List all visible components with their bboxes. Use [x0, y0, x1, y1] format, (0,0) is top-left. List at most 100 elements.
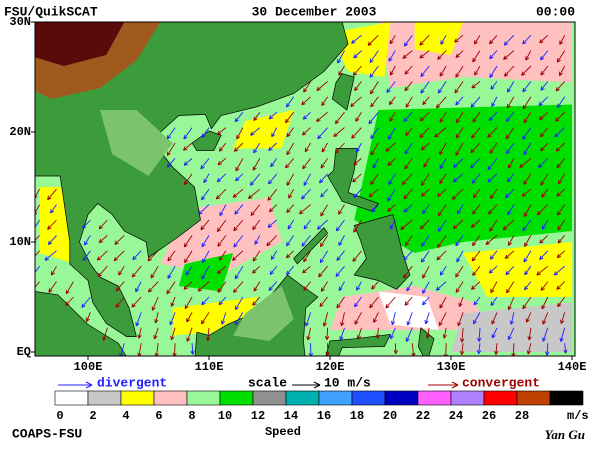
colorbar-label: 12 — [251, 409, 265, 423]
wind-arrow — [422, 204, 430, 215]
wind-arrow — [506, 142, 515, 154]
wind-arrow — [182, 142, 193, 151]
wind-arrow — [385, 296, 396, 309]
wind-arrow — [216, 219, 227, 233]
wind-arrow — [166, 142, 176, 156]
wind-arrow — [403, 204, 413, 213]
wind-arrow — [406, 312, 413, 326]
wind-arrow — [420, 188, 430, 197]
wind-arrow — [555, 81, 566, 92]
wind-arrow — [452, 173, 464, 183]
wind-arrow — [400, 219, 413, 231]
map-frame — [34, 21, 576, 357]
wind-arrow — [354, 296, 362, 308]
wind-arrow — [526, 343, 532, 355]
wind-arrow — [35, 235, 40, 243]
wind-arrow — [47, 235, 57, 246]
wind-arrow — [303, 81, 311, 93]
wind-arrow — [503, 65, 515, 77]
wind-arrow — [439, 142, 447, 155]
wind-arrow — [217, 158, 227, 166]
wind-arrow — [419, 219, 430, 230]
wind-arrow — [215, 188, 227, 200]
wind-arrow — [355, 111, 362, 122]
wind-arrow — [439, 296, 447, 309]
wind-arrow — [470, 142, 481, 154]
wind-arrow — [420, 65, 430, 78]
wind-arrow — [540, 65, 549, 76]
wind-arrow — [523, 204, 532, 217]
wind-arrow — [523, 142, 532, 156]
land — [332, 73, 355, 111]
wind-arrow — [522, 34, 532, 45]
colorbar-swatch — [285, 390, 320, 406]
wind-arrow — [404, 296, 413, 306]
wind-arrow — [420, 173, 430, 186]
wind-arrow — [419, 34, 430, 46]
wind-arrow — [235, 173, 244, 182]
wind-arrow — [471, 127, 481, 139]
wind-arrow — [203, 173, 210, 184]
colorbar-label: 16 — [317, 409, 331, 423]
wind-arrow — [388, 50, 396, 62]
wind-arrow — [147, 250, 159, 262]
wind-arrow — [132, 250, 142, 261]
land — [353, 214, 411, 290]
wind-arrow — [470, 158, 481, 169]
wind-arrow — [403, 188, 413, 200]
wind-arrow — [539, 235, 549, 244]
wind-arrow — [301, 235, 311, 247]
wind-arrow — [538, 96, 549, 107]
wind-arrow — [522, 81, 532, 93]
wind-arrow — [303, 281, 311, 291]
colorbar-swatch — [549, 390, 584, 406]
wind-arrow — [556, 188, 565, 197]
wind-arrow — [234, 111, 244, 123]
wind-arrow — [268, 281, 278, 292]
wind-arrow — [269, 265, 278, 276]
wind-arrow — [47, 188, 57, 201]
wind-arrow — [557, 173, 566, 185]
colorbar-swatch — [252, 390, 287, 406]
axis-labels: 30N 20N 10N EQ 100E 110E 120E 130E 140E — [9, 15, 586, 374]
wind-arrow — [303, 250, 311, 263]
legend-arrow-head — [451, 381, 459, 389]
wind-arrow — [316, 81, 328, 92]
wind-arrow — [403, 111, 413, 122]
wind-arrow — [221, 312, 227, 325]
wind-arrow — [523, 111, 532, 124]
wind-arrow — [233, 281, 244, 293]
wind-arrow — [287, 219, 295, 230]
wind-arrow — [489, 34, 498, 45]
wind-arrow — [542, 327, 549, 342]
wind-arrow — [115, 296, 125, 308]
wind-arrow — [334, 111, 345, 125]
wind-arrow — [319, 296, 328, 308]
wind-arrow — [285, 250, 295, 259]
wind-arrow — [353, 219, 362, 233]
wind-arrow — [113, 250, 125, 262]
wind-arrow — [190, 343, 195, 355]
wind-arrow — [339, 327, 345, 341]
speed-region — [463, 242, 572, 297]
colorbar-label: 20 — [383, 409, 397, 423]
wind-arrow — [388, 96, 396, 106]
wind-arrow — [387, 204, 396, 212]
wind-arrow — [523, 250, 532, 263]
wind-arrow — [253, 142, 261, 154]
wind-arrow — [154, 343, 159, 356]
wind-arrow — [252, 158, 261, 171]
wind-arrow — [50, 265, 57, 276]
wind-arrow — [147, 281, 159, 293]
wind-arrow — [353, 158, 362, 166]
land — [293, 227, 329, 265]
wind-arrow — [183, 235, 193, 248]
wind-arrow — [250, 127, 261, 136]
colorbar-label: 26 — [482, 409, 496, 423]
wind-arrow — [186, 312, 193, 323]
wind-arrow — [505, 188, 515, 199]
wind-arrow — [233, 142, 244, 152]
wind-arrow — [153, 327, 159, 340]
wind-arrow — [419, 50, 430, 59]
wind-arrow — [527, 327, 532, 341]
